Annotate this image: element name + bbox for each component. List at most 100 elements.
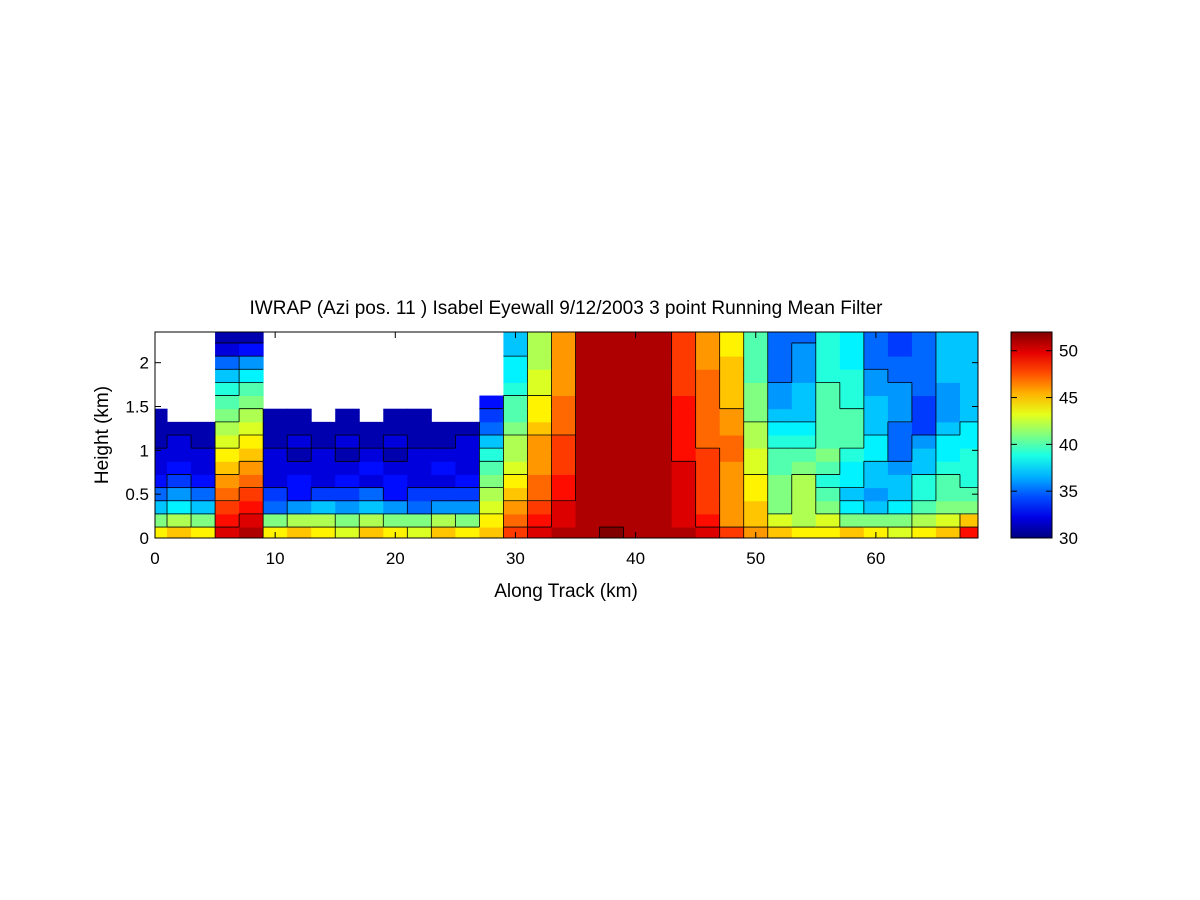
heatmap-cell xyxy=(839,461,865,475)
heatmap-cell xyxy=(311,448,336,462)
heatmap-cell xyxy=(623,448,649,462)
heatmap-cell xyxy=(215,513,240,528)
heatmap-cell xyxy=(383,448,408,462)
heatmap-cell xyxy=(935,435,961,449)
heatmap-cell xyxy=(911,421,937,436)
heatmap-cell xyxy=(815,421,841,436)
heatmap-cell xyxy=(935,513,961,528)
heatmap-cell xyxy=(551,487,577,502)
heatmap-cell xyxy=(599,448,625,462)
heatmap-cell xyxy=(791,356,817,370)
heatmap-cell xyxy=(359,500,384,515)
heatmap-cell xyxy=(479,461,504,475)
heatmap-cell xyxy=(503,500,528,515)
heatmap-cell xyxy=(287,474,312,489)
heatmap-cell xyxy=(431,474,456,489)
heatmap-cell xyxy=(239,474,264,489)
heatmap-cell xyxy=(311,421,336,436)
heatmap-cell xyxy=(935,332,961,344)
heatmap-cell xyxy=(959,356,979,370)
heatmap-cell xyxy=(887,395,913,410)
heatmap-cell xyxy=(815,487,841,502)
heatmap-cell xyxy=(719,342,745,357)
heatmap-cell xyxy=(647,395,673,410)
heatmap-cell xyxy=(671,342,697,357)
heatmap-cell xyxy=(695,487,721,502)
heatmap-cell xyxy=(647,500,673,515)
heatmap-cell xyxy=(215,421,240,436)
heatmap-cell xyxy=(911,513,937,528)
heatmap-cell xyxy=(215,487,240,502)
heatmap-cell xyxy=(647,435,673,449)
heatmap-cell xyxy=(647,527,673,539)
heatmap-cell xyxy=(527,408,552,423)
heatmap-cell xyxy=(191,474,216,489)
heatmap-cell xyxy=(743,421,769,436)
heatmap-cell xyxy=(959,487,979,502)
heatmap-cell xyxy=(407,448,432,462)
heatmap-cell xyxy=(599,513,625,528)
heatmap-cell xyxy=(503,448,528,462)
heatmap-cell xyxy=(575,356,601,370)
heatmap-cell xyxy=(383,474,408,489)
heatmap-cell xyxy=(575,408,601,423)
heatmap-cell xyxy=(527,513,552,528)
heatmap-cell xyxy=(527,342,552,357)
heatmap-cell xyxy=(839,421,865,436)
heatmap-cell xyxy=(455,513,480,528)
heatmap-cell xyxy=(647,421,673,436)
heatmap-cell xyxy=(311,500,336,515)
heatmap-cell xyxy=(191,527,216,539)
heatmap-cell xyxy=(503,356,528,370)
heatmap-cell xyxy=(167,435,192,449)
heatmap-cell xyxy=(287,448,312,462)
heatmap-cell xyxy=(599,500,625,515)
heatmap-cell xyxy=(479,513,504,528)
heatmap-cell xyxy=(791,332,817,344)
heatmap-cell xyxy=(743,395,769,410)
heatmap-cell xyxy=(719,474,745,489)
heatmap-cell xyxy=(287,421,312,436)
heatmap-cell xyxy=(695,513,721,528)
heatmap-cell xyxy=(767,500,793,515)
heatmap-cell xyxy=(863,461,889,475)
heatmap-cell xyxy=(287,435,312,449)
heatmap-cell xyxy=(335,448,360,462)
heatmap-cell xyxy=(311,513,336,528)
heatmap-cell xyxy=(863,421,889,436)
heatmap-cell xyxy=(911,408,937,423)
heatmap-cell xyxy=(719,332,745,344)
heatmap-cell xyxy=(455,448,480,462)
heatmap-cell xyxy=(527,421,552,436)
heatmap-cell xyxy=(599,356,625,370)
heatmap-cell xyxy=(647,356,673,370)
heatmap-cell xyxy=(335,527,360,539)
heatmap-cell xyxy=(671,332,697,344)
heatmap-cell xyxy=(215,448,240,462)
heatmap-cell xyxy=(431,421,456,436)
heatmap-cell xyxy=(431,487,456,502)
heatmap-cell xyxy=(551,356,577,370)
heatmap-cell xyxy=(599,342,625,357)
heatmap-cell xyxy=(887,487,913,502)
heatmap-cell xyxy=(743,356,769,370)
heatmap-cell xyxy=(887,408,913,423)
heatmap-cell xyxy=(887,435,913,449)
heatmap-cell xyxy=(335,408,360,423)
heatmap-cell xyxy=(623,382,649,397)
heatmap-cell xyxy=(647,461,673,475)
heatmap-cell xyxy=(407,500,432,515)
heatmap-cell xyxy=(791,421,817,436)
heatmap-cell xyxy=(767,342,793,357)
heatmap-cell xyxy=(575,342,601,357)
heatmap-cell xyxy=(311,461,336,475)
heatmap-cell xyxy=(839,435,865,449)
heatmap-cell xyxy=(959,527,979,539)
heatmap-cell xyxy=(407,513,432,528)
heatmap-cell xyxy=(647,408,673,423)
y-axis-label: Height (km) xyxy=(92,386,113,484)
heatmap-cell xyxy=(695,448,721,462)
heatmap-cell xyxy=(959,342,979,357)
heatmap-cell xyxy=(959,421,979,436)
heatmap-cell xyxy=(167,500,192,515)
